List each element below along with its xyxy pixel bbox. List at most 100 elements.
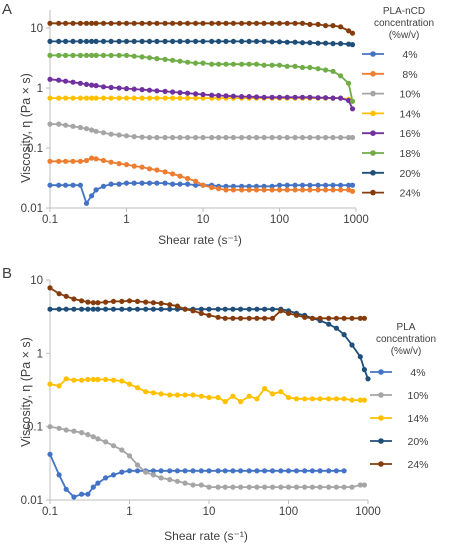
- data-point: [326, 468, 332, 474]
- legend-item: 8%: [362, 69, 418, 81]
- data-point: [154, 180, 160, 186]
- data-point: [193, 134, 199, 141]
- data-point: [90, 434, 96, 440]
- data-point: [63, 38, 69, 45]
- data-point: [200, 95, 206, 101]
- data-point: [93, 187, 99, 193]
- series-line: [49, 453, 345, 499]
- data-point: [323, 182, 329, 188]
- data-point: [150, 390, 156, 396]
- data-point: [154, 88, 160, 94]
- legend-swatch-marker: [378, 369, 384, 375]
- y-tick-label: 0.01: [21, 203, 43, 215]
- data-point: [89, 52, 95, 59]
- data-point: [70, 38, 76, 45]
- data-point: [230, 38, 236, 45]
- data-point: [330, 41, 336, 47]
- data-point: [361, 397, 367, 403]
- data-point: [198, 393, 204, 399]
- data-point: [333, 468, 339, 474]
- data-point: [85, 299, 91, 305]
- data-point: [246, 61, 252, 67]
- data-point: [238, 315, 244, 321]
- data-point: [193, 20, 199, 26]
- data-point: [330, 182, 336, 188]
- data-point: [222, 315, 228, 321]
- data-point: [253, 134, 260, 141]
- series-24pct: [47, 285, 367, 321]
- data-point: [254, 468, 260, 474]
- data-point: [292, 63, 298, 69]
- data-point: [89, 20, 95, 26]
- data-point: [56, 95, 62, 101]
- y-tick-label: 0.1: [27, 422, 43, 434]
- data-point: [174, 468, 180, 474]
- data-point: [200, 182, 206, 188]
- data-point: [162, 169, 168, 175]
- data-point: [143, 469, 149, 475]
- data-point: [330, 68, 336, 74]
- data-point: [253, 61, 260, 67]
- data-point: [215, 394, 221, 401]
- y-tick-label: 1: [37, 83, 43, 95]
- data-point: [170, 181, 176, 187]
- legend-label: 10%: [399, 89, 420, 101]
- y-tick-label: 10: [30, 275, 43, 287]
- legend-swatch-marker: [370, 90, 376, 97]
- data-point: [116, 181, 122, 187]
- data-point: [167, 302, 173, 308]
- data-point: [293, 484, 300, 490]
- data-point: [185, 59, 191, 65]
- data-point: [230, 484, 236, 490]
- x-tick-label: 1000: [343, 214, 369, 226]
- data-point: [292, 182, 298, 188]
- data-point: [349, 106, 356, 112]
- data-point: [182, 468, 188, 474]
- data-point: [323, 40, 329, 46]
- data-point: [299, 40, 306, 46]
- data-point: [167, 306, 173, 312]
- data-point: [246, 134, 252, 141]
- data-point: [276, 20, 283, 26]
- series-16pct: [47, 76, 356, 112]
- data-point: [361, 315, 367, 321]
- data-point: [90, 376, 96, 383]
- data-point: [346, 182, 352, 188]
- data-point: [158, 306, 164, 312]
- data-point: [341, 468, 347, 474]
- data-point: [261, 94, 267, 100]
- data-point: [185, 90, 191, 96]
- data-point: [110, 443, 117, 449]
- data-point: [269, 391, 276, 397]
- data-point: [230, 468, 236, 474]
- legend-item: 10%: [362, 89, 421, 101]
- data-point: [47, 451, 53, 457]
- series-20pct: [47, 38, 356, 48]
- data-point: [47, 95, 53, 101]
- data-point: [261, 183, 267, 189]
- data-point: [223, 187, 229, 193]
- legend-label: 20%: [399, 168, 420, 180]
- data-point: [278, 308, 284, 314]
- data-point: [131, 20, 137, 26]
- data-point: [309, 315, 315, 321]
- data-point: [215, 314, 221, 320]
- panel-b: B Viscosity, η (Pa × s) Shear rate (s⁻¹)…: [2, 265, 436, 543]
- data-point: [269, 468, 276, 474]
- data-point: [154, 167, 160, 173]
- data-point: [167, 392, 173, 398]
- data-point: [63, 78, 69, 84]
- legend-swatch-marker: [370, 150, 376, 156]
- data-point: [357, 482, 363, 488]
- data-point: [299, 187, 306, 193]
- data-point: [285, 310, 292, 316]
- legend-swatch-marker: [370, 189, 376, 196]
- data-point: [77, 80, 83, 86]
- data-point: [292, 94, 298, 100]
- data-point: [123, 95, 130, 101]
- data-point: [284, 187, 290, 193]
- legend-title-line: concentration: [376, 334, 436, 345]
- data-point: [131, 53, 137, 59]
- data-point: [309, 396, 315, 402]
